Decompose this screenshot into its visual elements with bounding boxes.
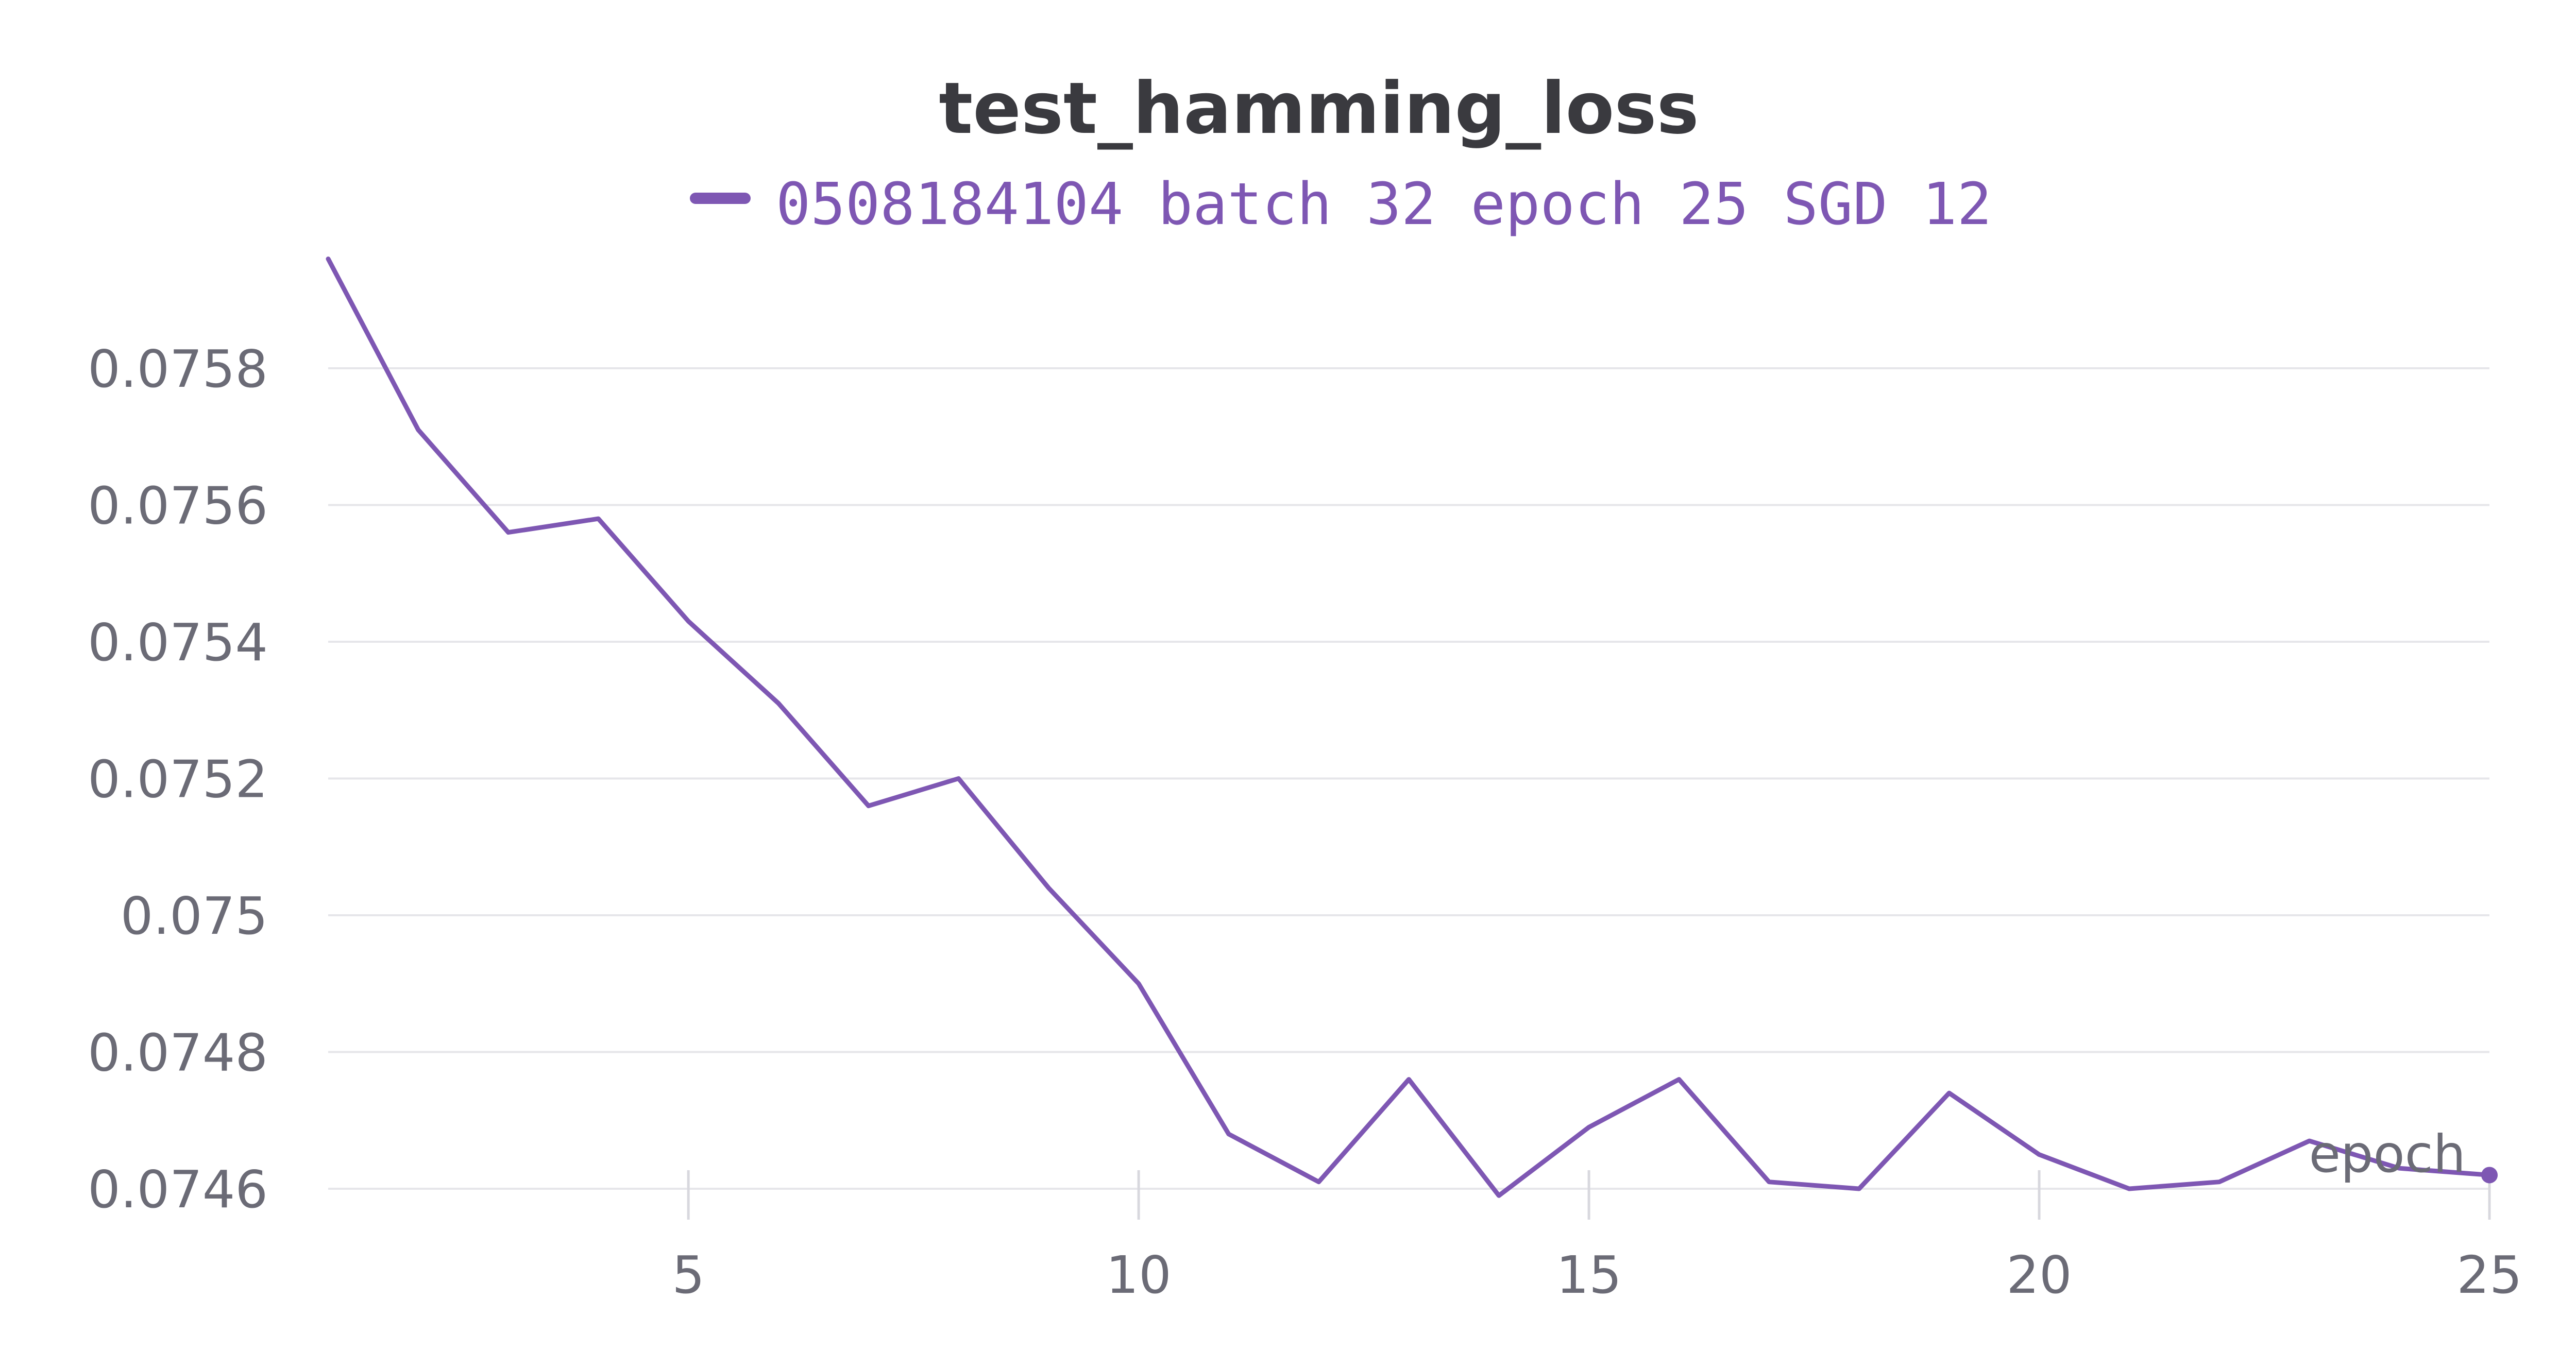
y-tick-label: 0.0758 bbox=[88, 339, 268, 399]
series-line[interactable] bbox=[326, 256, 2492, 1198]
y-tick-label: 0.0754 bbox=[88, 612, 268, 673]
y-tick-label: 0.0756 bbox=[88, 476, 268, 536]
x-tick-label: 20 bbox=[2006, 1245, 2072, 1305]
y-tick-label: 0.0746 bbox=[88, 1159, 268, 1220]
grid-lines bbox=[328, 367, 2489, 1190]
y-tick-label: 0.0748 bbox=[88, 1023, 268, 1083]
x-axis-label: epoch bbox=[2309, 1124, 2466, 1184]
x-tick-label: 25 bbox=[2456, 1245, 2522, 1305]
x-axis: 5 10 15 20 25 bbox=[672, 1170, 2522, 1305]
y-axis: 0.0746 0.0748 0.075 0.0752 0.0754 0.0756 0.075… bbox=[88, 339, 268, 1220]
y-tick-label: 0.0752 bbox=[88, 749, 268, 810]
series-layer bbox=[326, 256, 2498, 1198]
legend[interactable]: 0508184104 batch 32 epoch 25 SGD 12 bbox=[690, 171, 1992, 238]
x-tick-label: 10 bbox=[1106, 1245, 1172, 1305]
legend-label: 0508184104 batch 32 epoch 25 SGD 12 bbox=[776, 171, 1992, 238]
y-tick-label: 0.075 bbox=[121, 886, 268, 946]
chart-title: test_hamming_loss bbox=[939, 67, 1699, 150]
x-tick-label: 5 bbox=[672, 1245, 705, 1305]
data-point[interactable] bbox=[2481, 1167, 2498, 1184]
x-tick-label: 15 bbox=[1556, 1245, 1621, 1305]
